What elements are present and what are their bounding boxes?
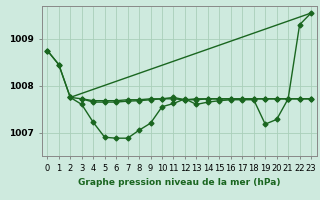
X-axis label: Graphe pression niveau de la mer (hPa): Graphe pression niveau de la mer (hPa)	[78, 178, 280, 187]
